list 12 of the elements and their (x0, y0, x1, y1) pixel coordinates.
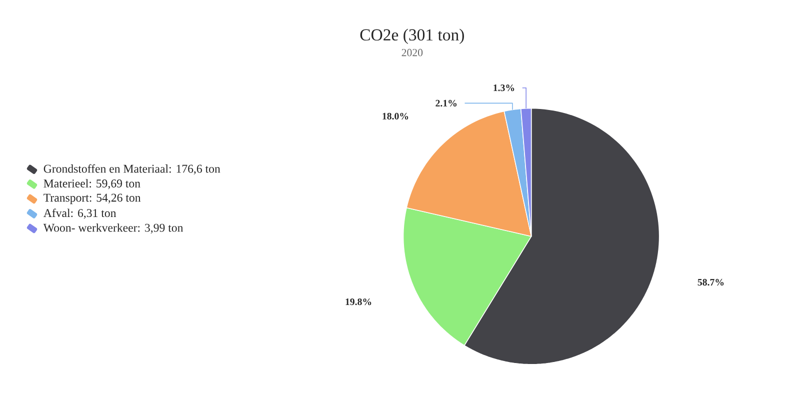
legend-label: Woon- werkverkeer: 3,99 ton (43, 223, 184, 234)
chart-subtitle: 2020 (402, 48, 423, 56)
data-label: 58.7% (698, 278, 724, 286)
data-label: 19.8% (346, 298, 372, 306)
data-label: 2.1% (436, 100, 457, 107)
legend-label: Afval: 6,31 ton (43, 208, 116, 219)
data-label: 1.3% (494, 84, 514, 92)
legend-label: Materieel: 59,69 ton (44, 179, 140, 190)
data-label: 18.0% (382, 112, 408, 120)
legend-label: Transport: 54,26 ton (44, 194, 141, 204)
legend-label: Grondstoffen en Materiaal: 176,6 ton (44, 164, 220, 174)
chart-title: CO2e (301 ton) (360, 28, 464, 44)
